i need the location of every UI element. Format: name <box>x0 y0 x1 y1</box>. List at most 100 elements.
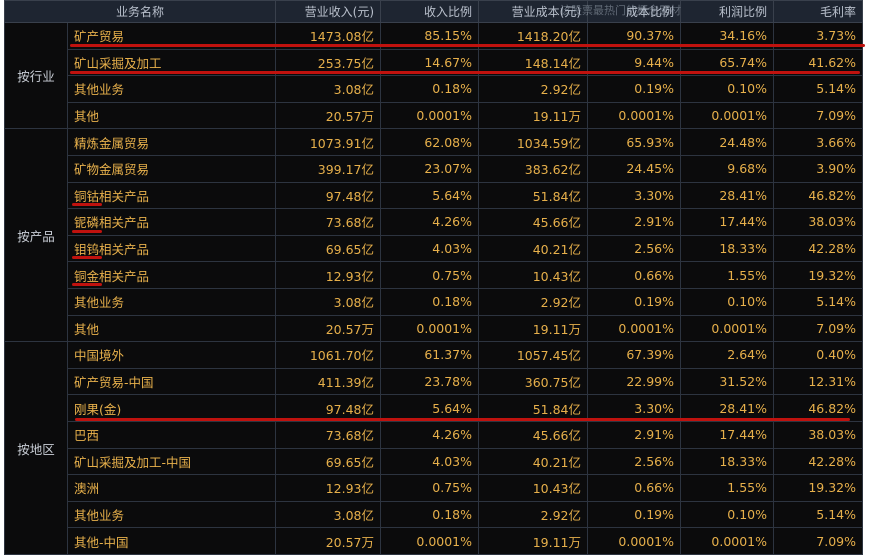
table-row[interactable]: 其他 20.57万 0.0001% 19.11万 0.0001% 0.0001% 7.09% <box>5 101 864 130</box>
cell-text: 23.07% <box>424 161 473 177</box>
value-cell: 61.37% <box>380 341 480 369</box>
cell-text: 17.44% <box>719 214 768 230</box>
cell-text: 0.66% <box>634 480 675 496</box>
table-row[interactable]: 矿产贸易-中国 411.39亿 23.78% 360.75亿 22.99% 31.52% 1… <box>5 367 864 396</box>
value-cell: 0.19% <box>587 75 682 103</box>
cell-text: 0.66% <box>634 267 675 283</box>
value-cell: 4.26% <box>380 420 480 449</box>
cell-text: 5.14% <box>816 81 857 97</box>
value-cell: 18.33% <box>680 234 775 263</box>
cell-text: 90.37% <box>626 28 675 44</box>
value-cell: 383.62亿 <box>478 154 589 183</box>
column-header[interactable]: 收入比例 <box>380 0 480 23</box>
cell-text: 411.39亿 <box>317 375 375 391</box>
cell-text: 0.19% <box>634 81 675 97</box>
cell-text: 精炼金属贸易 <box>74 135 150 151</box>
value-cell: 5.14% <box>773 287 864 316</box>
value-cell: 65.93% <box>587 128 682 156</box>
business-name: 中国境外 <box>66 341 277 369</box>
cell-text: 20.57万 <box>325 321 375 337</box>
cell-text: 73.68亿 <box>325 428 375 444</box>
business-name: 矿山采掘及加工-中国 <box>66 447 277 476</box>
cell-text: 0.18% <box>432 81 473 97</box>
cell-text: 1418.20亿 <box>516 29 582 45</box>
value-cell: 0.75% <box>380 261 480 289</box>
cell-text: 28.41% <box>719 187 768 203</box>
column-header[interactable]: 利润比例 <box>680 0 775 23</box>
cell-text: 42.28% <box>808 241 857 257</box>
column-header[interactable]: 营业成本(元) <box>478 0 589 23</box>
cell-text: 28.41% <box>719 400 768 416</box>
business-name: 矿物金属贸易 <box>66 154 277 183</box>
cell-text: 4.26% <box>432 427 473 443</box>
value-cell: 0.0001% <box>380 527 480 555</box>
table-row[interactable]: 其他业务 3.08亿 0.18% 2.92亿 0.19% 0.10% 5.14% <box>5 75 864 103</box>
business-name: 其他-中国 <box>66 527 277 555</box>
business-name: 铜钴相关产品 <box>66 181 277 210</box>
cell-text: 2.56% <box>634 241 675 257</box>
table-row[interactable]: 按产品 精炼金属贸易 1073.91亿 62.08% 1034.59亿 65.93% 24.… <box>4 128 864 343</box>
table-row[interactable]: 铜金相关产品 12.93亿 0.75% 10.43亿 0.66% 1.55% 19.32% <box>5 261 864 289</box>
table-row[interactable]: 其他 20.57万 0.0001% 19.11万 0.0001% 0.0001% 7.09% <box>5 314 864 343</box>
column-header[interactable]: 营业收入(元) <box>275 0 382 23</box>
value-cell: 0.66% <box>587 474 682 502</box>
value-cell: 31.52% <box>680 367 775 396</box>
cell-text: 其他-中国 <box>74 534 129 550</box>
table-row[interactable]: 澳洲 12.93亿 0.75% 10.43亿 0.66% 1.55% 19.32% <box>5 474 864 502</box>
cell-text: 7.09% <box>816 533 857 549</box>
cell-text: 铜金相关产品 <box>74 268 150 284</box>
value-cell: 51.84亿 <box>478 181 589 210</box>
cell-text: 69.65亿 <box>325 454 375 470</box>
cell-text: 383.62亿 <box>524 162 582 178</box>
cell-text: 1061.70亿 <box>309 348 375 364</box>
cell-text: 22.99% <box>626 374 675 390</box>
value-cell: 19.11万 <box>478 101 589 130</box>
cell-text: 2.92亿 <box>540 507 582 523</box>
value-cell: 0.66% <box>587 261 682 289</box>
cell-text: 3.08亿 <box>333 295 375 311</box>
cell-text: 20.57万 <box>325 534 375 550</box>
column-header[interactable]: 成本比例 <box>587 0 682 23</box>
table-row[interactable]: 其他业务 3.08亿 0.18% 2.92亿 0.19% 0.10% 5.14% <box>5 500 864 529</box>
cell-text: 97.48亿 <box>325 401 375 417</box>
cell-text: 0.0001% <box>618 108 675 124</box>
value-cell: 45.66亿 <box>478 420 589 449</box>
value-cell: 18.33% <box>680 447 775 476</box>
cell-text: 4.26% <box>432 214 473 230</box>
table-row[interactable]: 按地区 中国境外 1061.70亿 61.37% 1057.45亿 67.39% 2.64%… <box>4 341 864 555</box>
cell-text: 1.55% <box>727 267 768 283</box>
value-cell: 0.0001% <box>680 314 775 343</box>
cell-text: 其他 <box>74 321 100 337</box>
table-row[interactable]: 矿物金属贸易 399.17亿 23.07% 383.62亿 24.45% 9.68% 3.9… <box>5 154 864 183</box>
annotation-underline <box>72 203 102 207</box>
value-cell: 24.45% <box>587 154 682 183</box>
business-name: 其他业务 <box>66 75 277 103</box>
value-cell: 19.32% <box>773 261 864 289</box>
table-row[interactable]: 铌磷相关产品 73.68亿 4.26% 45.66亿 2.91% 17.44% 38.03% <box>5 208 864 236</box>
table-row[interactable]: 铜钴相关产品 97.48亿 5.64% 51.84亿 3.30% 28.41% 46.82% <box>5 181 864 210</box>
table-row[interactable]: 其他-中国 20.57万 0.0001% 19.11万 0.0001% 0.0001% 7.… <box>5 527 864 555</box>
business-name: 铜金相关产品 <box>66 261 277 289</box>
value-cell: 5.64% <box>380 394 480 422</box>
annotation-underline <box>72 229 102 233</box>
table-row[interactable]: 其他业务 3.08亿 0.18% 2.92亿 0.19% 0.10% 5.14% <box>5 287 864 316</box>
value-cell: 23.78% <box>380 367 480 396</box>
value-cell: 4.03% <box>380 447 480 476</box>
cell-text: 矿山采掘及加工 <box>74 55 162 71</box>
cell-text: 97.48亿 <box>325 188 375 204</box>
group-label: 按行业 <box>4 21 68 130</box>
value-cell: 46.82% <box>773 181 864 210</box>
column-header[interactable]: 毛利率 <box>773 0 864 23</box>
cell-text: 0.10% <box>727 294 768 310</box>
cell-text: 19.11万 <box>532 109 582 125</box>
value-cell: 0.19% <box>587 287 682 316</box>
business-name: 巴西 <box>66 420 277 449</box>
table-row[interactable]: 矿山采掘及加工-中国 69.65亿 4.03% 40.21亿 2.56% 18.33% 42… <box>5 447 864 476</box>
cell-text: 24.45% <box>626 161 675 177</box>
value-cell: 69.65亿 <box>275 447 382 476</box>
group-label: 按产品 <box>4 128 68 343</box>
table-row[interactable]: 钼钨相关产品 69.65亿 4.03% 40.21亿 2.56% 18.33% 42.28% <box>5 234 864 263</box>
table-row[interactable]: 巴西 73.68亿 4.26% 45.66亿 2.91% 17.44% 38.03% <box>5 420 864 449</box>
column-header[interactable]: 业务名称 <box>3 0 277 23</box>
search-overlay[interactable]: 该股票最热门的概念题材 <box>560 4 681 17</box>
